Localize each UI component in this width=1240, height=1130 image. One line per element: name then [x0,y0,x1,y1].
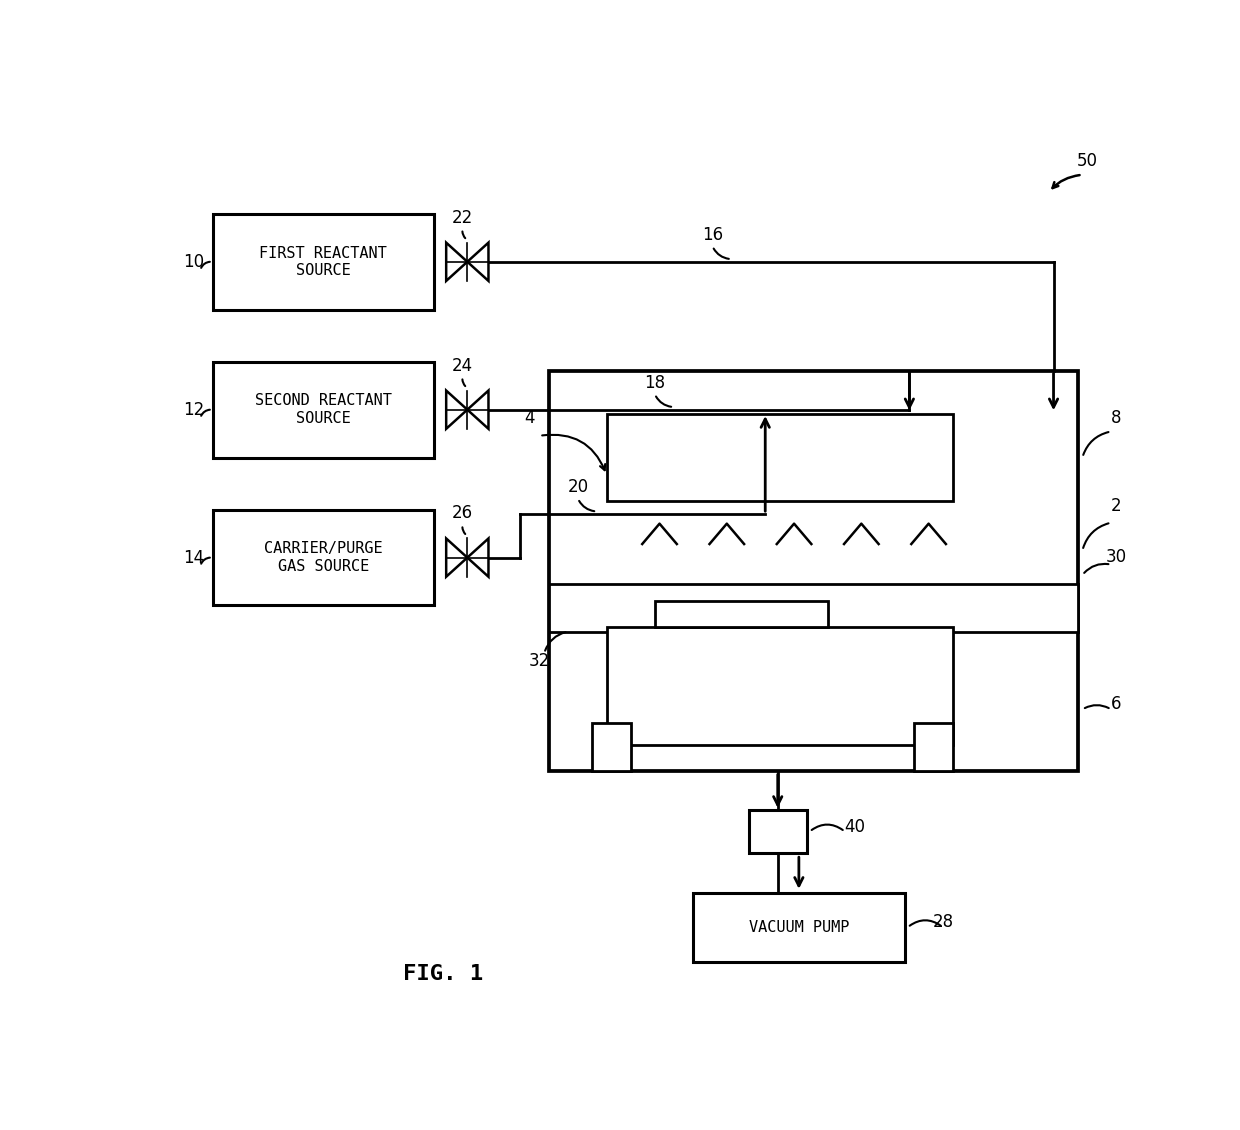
Polygon shape [467,391,489,428]
Text: 4: 4 [525,409,534,427]
Bar [655,601,828,627]
Text: 10: 10 [182,253,205,271]
Text: 28: 28 [932,913,954,931]
Text: 24: 24 [451,357,474,374]
Polygon shape [446,391,467,428]
Text: 22: 22 [451,209,474,227]
Bar [549,371,1078,771]
Bar [606,414,952,501]
Text: 6: 6 [1111,695,1121,713]
Polygon shape [446,243,467,281]
Bar [213,510,434,606]
Bar [749,810,806,853]
Text: 26: 26 [451,504,474,522]
Text: VACUUM PUMP: VACUUM PUMP [749,920,849,935]
Bar [213,362,434,458]
Text: 12: 12 [182,401,205,419]
Text: CARRIER/PURGE
GAS SOURCE: CARRIER/PURGE GAS SOURCE [264,541,382,574]
Text: 14: 14 [182,548,205,566]
Text: 40: 40 [844,818,866,836]
Bar [213,214,434,310]
Bar [606,627,952,745]
Text: FIRST REACTANT
SOURCE: FIRST REACTANT SOURCE [259,245,387,278]
Text: FIG. 1: FIG. 1 [403,964,484,984]
Text: SECOND REACTANT
SOURCE: SECOND REACTANT SOURCE [254,393,392,426]
Text: 32: 32 [528,652,551,670]
Text: 50: 50 [1076,153,1097,170]
Text: 16: 16 [702,226,723,244]
Text: 8: 8 [1111,409,1121,427]
Polygon shape [467,539,489,576]
Bar [693,893,905,963]
Text: 18: 18 [644,374,666,392]
Text: 30: 30 [1105,548,1127,566]
Polygon shape [446,539,467,576]
Text: 20: 20 [567,478,589,496]
Polygon shape [467,243,489,281]
Bar [914,723,952,771]
Bar [593,723,631,771]
Bar [549,584,1078,632]
Text: 2: 2 [1111,496,1121,514]
